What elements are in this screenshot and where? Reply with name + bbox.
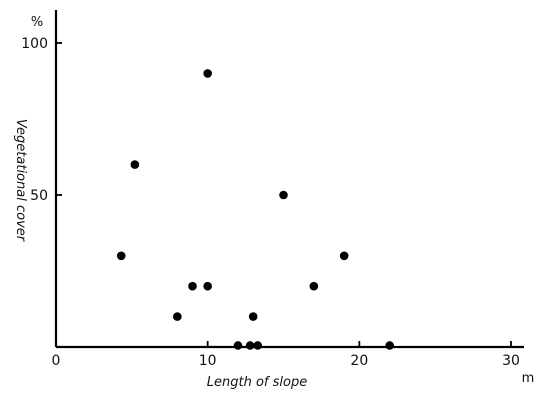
y-unit-label: %: [31, 15, 43, 30]
data-point: [385, 341, 394, 350]
x-tick-label: 20: [350, 353, 368, 369]
y-axis-ticks: 50 100: [21, 36, 62, 204]
data-point: [309, 281, 319, 291]
data-point: [279, 190, 288, 200]
data-point: [116, 251, 126, 261]
x-axis-title: Length of slope: [207, 375, 307, 390]
data-point: [245, 341, 255, 350]
data-point: [233, 341, 243, 350]
data-point: [203, 69, 212, 78]
data-point: [188, 281, 197, 291]
data-points: [116, 69, 394, 350]
x-tick-label: 30: [502, 353, 520, 369]
x-tick-label: 0: [52, 353, 61, 369]
data-point: [173, 312, 182, 321]
data-point: [339, 251, 349, 261]
y-tick-label: 50: [30, 188, 48, 204]
x-tick-label: 10: [199, 353, 217, 369]
data-point: [248, 312, 258, 321]
x-unit-label: m: [522, 371, 535, 386]
data-point: [203, 281, 212, 291]
x-axis-ticks: 0 10 20 30: [52, 341, 520, 369]
y-tick-label: 100: [21, 36, 48, 52]
data-point: [130, 160, 140, 169]
data-point: [253, 341, 263, 350]
y-axis-title: Vegetational cover: [13, 119, 28, 243]
